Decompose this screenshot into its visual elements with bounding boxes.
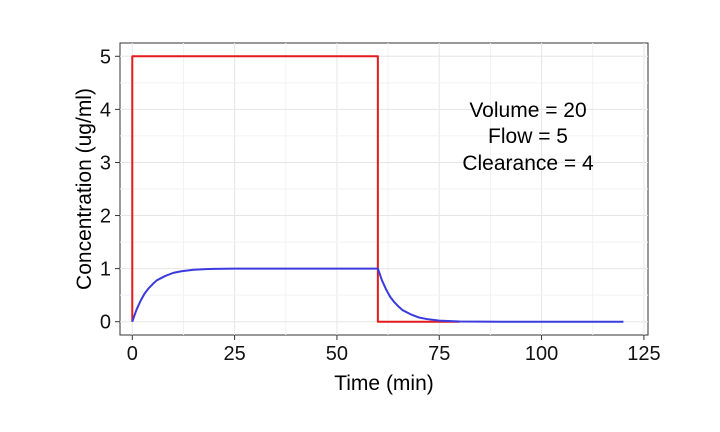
x-tick-label: 100 <box>525 343 558 365</box>
annotation-flow: Flow = 5 <box>488 125 568 148</box>
y-tick-label: 1 <box>100 259 111 281</box>
x-tick-label: 125 <box>627 343 660 365</box>
y-axis-ticks: 0 1 2 3 4 5 <box>100 46 120 334</box>
parameter-annotation: Volume = 20 Flow = 5 Clearance = 4 <box>462 99 594 175</box>
y-tick-label: 3 <box>100 152 111 174</box>
y-tick-label: 4 <box>100 99 111 121</box>
x-tick-label: 75 <box>428 343 450 365</box>
series-lines <box>131 55 624 323</box>
x-axis-title: Time (min) <box>334 372 434 395</box>
y-axis-title: Concentration (ug/ml) <box>73 88 96 290</box>
x-tick-label: 50 <box>326 343 348 365</box>
x-axis-ticks: 0 25 50 75 100 125 <box>127 335 661 365</box>
series-line-blue <box>131 267 624 323</box>
y-tick-label: 5 <box>100 46 111 68</box>
x-tick-label: 0 <box>127 343 138 365</box>
x-tick-label: 25 <box>223 343 245 365</box>
y-tick-label: 2 <box>100 206 111 228</box>
annotation-volume: Volume = 20 <box>469 99 586 122</box>
y-tick-label: 0 <box>100 312 111 334</box>
annotation-clearance: Clearance = 4 <box>462 152 594 175</box>
series-line-red <box>131 55 460 323</box>
